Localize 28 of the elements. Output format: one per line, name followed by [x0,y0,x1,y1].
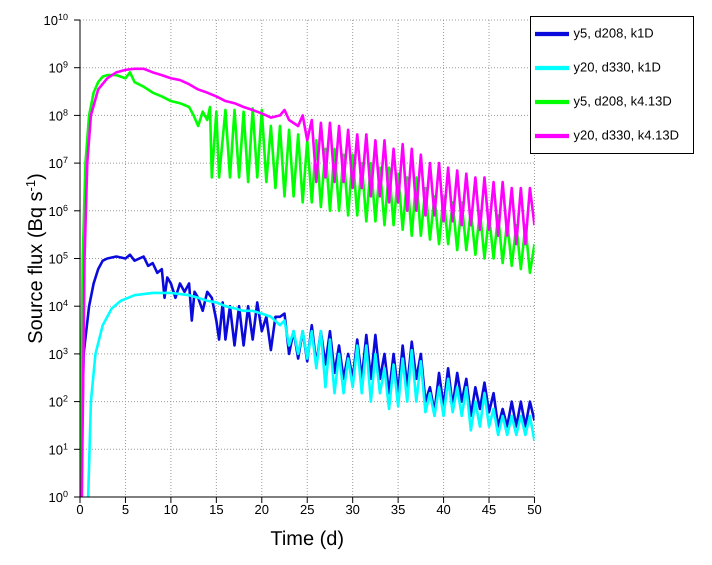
y-tick-label: 10$^{0}$ [48,489,68,505]
y-tick-label: 10$^{2}$ [48,394,68,410]
x-tick-label: 35 [390,502,406,518]
y-tick-label: 10$^{3}$ [48,346,68,362]
x-tick-label: 30 [345,502,360,518]
legend-label: y5, d208, k1D [573,25,654,40]
legend-label: y20, d330, k1D [573,59,661,74]
x-tick-label: 40 [436,502,451,518]
x-tick-label: 10 [164,502,178,518]
y-tick-label: 10$^{10}$ [44,12,68,28]
x-tick-label: 5 [122,502,130,518]
x-tick-label: 20 [254,502,270,518]
x-tick-label: 50 [527,502,542,518]
y-tick-label: 10$^{5}$ [48,250,68,266]
x-tick-label: 0 [76,502,84,518]
y-tick-label: 10$^{6}$ [48,202,68,219]
line-series [86,292,534,497]
x-tick-label: 45 [482,502,496,518]
x-tick-label: 25 [300,502,314,518]
y-tick-label: 10$^{4}$ [48,298,68,314]
legend-label: y20, d330, k4.13D [573,127,679,142]
x-axis-title: Time (d) [270,528,344,550]
y-tick-label: 10$^{9}$ [48,60,68,76]
y-tick-label: 10$^{8}$ [48,107,68,124]
legend-label: y5, d208, k4.13D [573,93,672,108]
y-tick-label: 10$^{7}$ [48,155,68,172]
y-tick-label: 10$^{1}$ [48,441,68,458]
x-tick-label: 15 [209,502,224,518]
